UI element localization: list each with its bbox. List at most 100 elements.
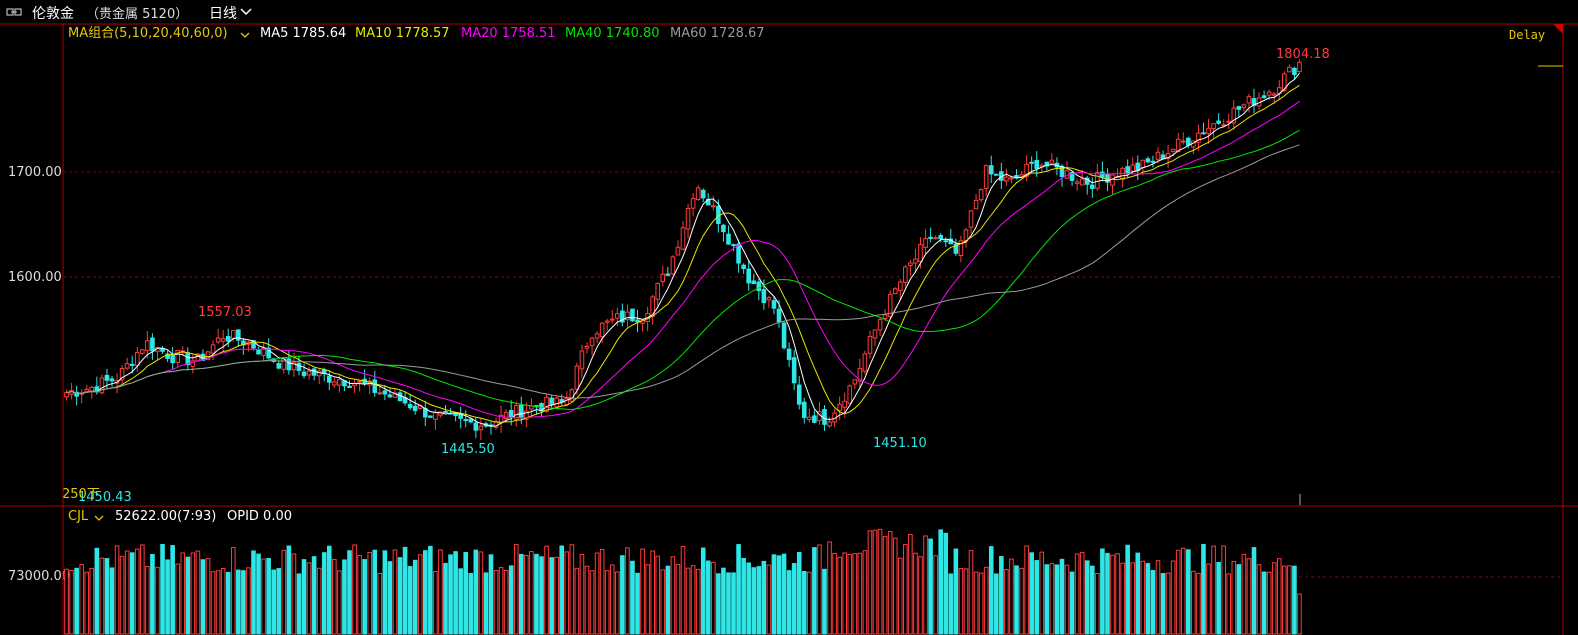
- candle-body: [64, 392, 69, 398]
- volume-bar: [609, 564, 615, 635]
- volume-bar: [246, 567, 251, 635]
- volume-bar: [175, 563, 180, 635]
- volume-bar: [488, 554, 494, 635]
- volume-bar: [716, 573, 721, 635]
- volume-bar: [1084, 560, 1090, 635]
- candle-body: [306, 370, 312, 376]
- volume-bar: [301, 559, 307, 635]
- candle-body: [943, 240, 949, 243]
- candle-body: [407, 404, 413, 409]
- candle-body: [660, 273, 666, 283]
- candle-body: [367, 380, 373, 386]
- candle-body: [685, 207, 691, 230]
- candle-body: [1241, 104, 1247, 109]
- candle-body: [1236, 106, 1242, 110]
- period-selector[interactable]: 日线: [209, 6, 237, 22]
- candle-body: [963, 229, 969, 242]
- candle-body: [104, 374, 110, 381]
- volume-bar: [751, 567, 757, 635]
- volume-bar: [104, 558, 110, 635]
- candle-body: [918, 244, 923, 263]
- volume-bar: [817, 544, 822, 635]
- volume-bar: [468, 573, 474, 635]
- volume-bar: [428, 545, 433, 635]
- volume-bar: [205, 558, 211, 635]
- volume-bar: [513, 543, 519, 635]
- candle-body: [766, 297, 772, 301]
- volume-bar: [660, 569, 666, 635]
- volume-bar: [306, 562, 312, 635]
- volume-bar: [852, 553, 858, 635]
- ma40-line: [66, 129, 1300, 411]
- volume-bar: [973, 571, 979, 635]
- candle-body: [140, 349, 145, 354]
- volume-bar: [114, 545, 120, 635]
- volume-bar: [377, 573, 383, 635]
- candle-body: [711, 205, 716, 208]
- candle-body: [1074, 181, 1080, 184]
- volume-bar: [948, 573, 954, 635]
- candle-body: [761, 289, 767, 304]
- volume-bar: [1211, 545, 1216, 635]
- volume-bar: [241, 570, 246, 635]
- candle-body: [574, 365, 580, 390]
- candle-body: [382, 390, 388, 395]
- candle-body: [246, 341, 251, 345]
- link-icon[interactable]: [6, 7, 22, 17]
- volume-bar: [928, 538, 933, 635]
- candle-body: [119, 367, 125, 381]
- candle-body: [1170, 148, 1176, 153]
- candle-body: [913, 258, 918, 264]
- chevron-down-icon[interactable]: [94, 515, 104, 522]
- candle-body: [261, 347, 266, 356]
- candle-body: [988, 165, 994, 175]
- candle-body: [705, 198, 711, 206]
- volume-bar: [913, 552, 918, 635]
- volume-bar: [544, 545, 549, 635]
- volume-bar: [1196, 572, 1201, 635]
- candle-body: [635, 319, 640, 323]
- volume-bar: [170, 545, 175, 635]
- volume-bar: [695, 568, 701, 635]
- volume-bar: [1160, 573, 1166, 635]
- candle-body: [1140, 159, 1146, 169]
- volume-bar: [422, 550, 428, 635]
- candle-body: [903, 266, 908, 283]
- candle-body: [256, 349, 261, 355]
- chevron-down-icon[interactable]: [240, 32, 250, 39]
- candle-body: [630, 308, 635, 322]
- candle-body: [1004, 176, 1009, 182]
- candle-body: [225, 336, 231, 342]
- candle-body: [513, 405, 519, 420]
- volume-bar: [640, 548, 645, 635]
- candle-body: [751, 280, 757, 285]
- volume-bar: [892, 537, 898, 635]
- low-annotation: 1445.50: [441, 442, 495, 457]
- low-annotation: 1450.43: [78, 490, 132, 505]
- candle-body: [584, 345, 590, 349]
- candle-body: [1019, 174, 1024, 177]
- volume-bar: [1019, 567, 1024, 635]
- ma-group-label[interactable]: MA组合(5,10,20,40,60,0): [68, 26, 228, 41]
- candle-body: [180, 350, 186, 354]
- volume-bar: [352, 544, 357, 635]
- chevron-down-icon[interactable]: [240, 8, 252, 16]
- candle-body: [321, 369, 327, 375]
- volume-bar: [564, 551, 570, 635]
- ma5-value: MA5 1785.64: [260, 26, 347, 41]
- volume-bar: [1226, 573, 1232, 635]
- volume-indicator-name[interactable]: CJL: [68, 509, 89, 524]
- volume-bar: [685, 567, 691, 635]
- volume-bar: [372, 549, 378, 635]
- candle-body: [276, 363, 282, 369]
- volume-bar: [1089, 565, 1095, 635]
- volume-bar: [1180, 547, 1186, 635]
- volume-bar: [953, 548, 959, 635]
- candle-body: [892, 288, 898, 295]
- volume-bar: [776, 555, 782, 635]
- volume-bar: [145, 566, 150, 635]
- volume-bar: [1216, 561, 1221, 635]
- candle-body: [493, 421, 499, 428]
- candle-body: [923, 238, 928, 248]
- volume-bar: [589, 570, 595, 635]
